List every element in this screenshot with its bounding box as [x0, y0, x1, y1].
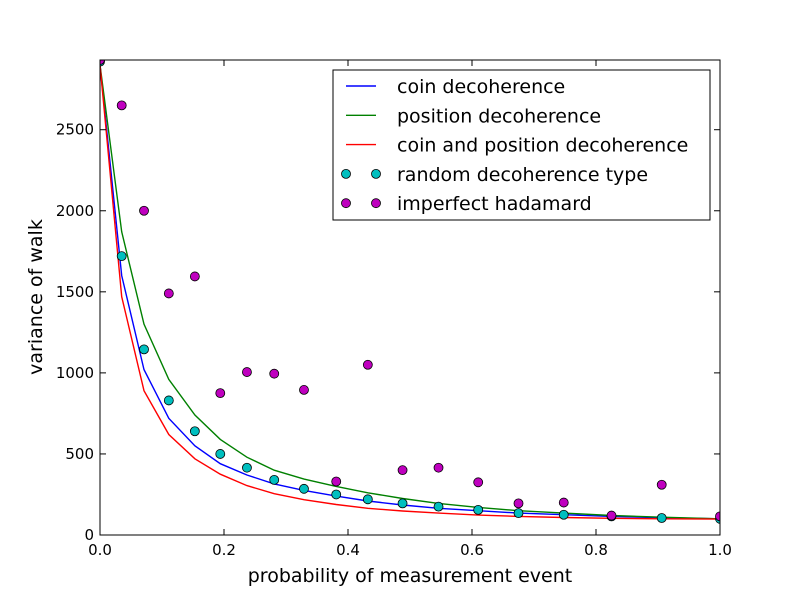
series-point-3: [269, 474, 280, 485]
y-axis-label: variance of walk: [25, 219, 47, 375]
series-point-3: [189, 426, 200, 437]
x-tick-label: 0.2: [212, 541, 236, 559]
series-point-3: [558, 509, 569, 520]
series-point-4: [433, 462, 444, 473]
series-point-4: [473, 477, 484, 488]
legend-marker-swatch: [371, 168, 381, 179]
y-tick-label: 500: [65, 445, 94, 463]
legend-marker-swatch: [341, 168, 351, 179]
legend-marker-swatch: [371, 198, 381, 209]
y-tick-label: 2500: [56, 121, 94, 139]
series-point-4: [116, 100, 127, 111]
x-tick-label: 0.0: [88, 541, 112, 559]
series-point-4: [299, 385, 309, 395]
legend-label: random decoherence type: [397, 164, 648, 186]
series-point-3: [163, 395, 174, 406]
legend: coin decoherence position decoherence coin…: [332, 69, 711, 221]
series-point-4: [606, 510, 617, 521]
series-point-3: [116, 251, 127, 262]
x-tick-label: 0.8: [584, 541, 608, 559]
legend-label: coin and position decoherence: [397, 135, 688, 157]
series-point-3: [299, 483, 309, 494]
series-point-4: [397, 465, 408, 476]
x-tick-label: 0.4: [336, 541, 360, 559]
series-point-3: [215, 449, 226, 459]
series-point-4: [242, 367, 252, 377]
series-point-4: [331, 476, 342, 487]
series-point-3: [513, 508, 524, 519]
x-tick-label: 1.0: [708, 541, 732, 559]
x-tick-label: 0.6: [460, 541, 484, 559]
series-point-3: [242, 462, 252, 473]
legend-label: position decoherence: [397, 105, 601, 127]
series-point-4: [362, 359, 373, 370]
plot-frame: [99, 59, 721, 536]
series-point-4: [163, 288, 174, 299]
series-point-3: [331, 489, 342, 500]
legend-marker-swatch: [341, 198, 351, 209]
x-axis-label: probability of measurement event: [248, 565, 572, 587]
series-point-4: [269, 368, 280, 379]
series-point-3: [397, 498, 408, 509]
series-point-4: [189, 271, 200, 282]
series-point-4: [513, 498, 524, 509]
y-tick-label: 0: [84, 526, 94, 544]
series-point-3: [139, 344, 149, 355]
legend-label: coin decoherence: [397, 76, 565, 98]
series-point-4: [558, 497, 569, 508]
y-tick-label: 2000: [56, 202, 94, 220]
series-point-3: [656, 513, 667, 523]
series-point-3: [433, 501, 444, 512]
y-tick-label: 1500: [56, 283, 94, 301]
legend-box: [332, 69, 711, 221]
y-tick-label: 1000: [56, 364, 94, 382]
series-point-3: [362, 494, 373, 505]
series-point-4: [715, 511, 720, 522]
series-point-4: [100, 60, 105, 65]
series-point-4: [656, 479, 667, 490]
series-point-4: [139, 205, 149, 216]
series-point-4: [215, 388, 226, 399]
legend-label: imperfect hadamard: [397, 193, 592, 215]
series-point-3: [473, 504, 484, 515]
series-layer: [100, 60, 720, 524]
